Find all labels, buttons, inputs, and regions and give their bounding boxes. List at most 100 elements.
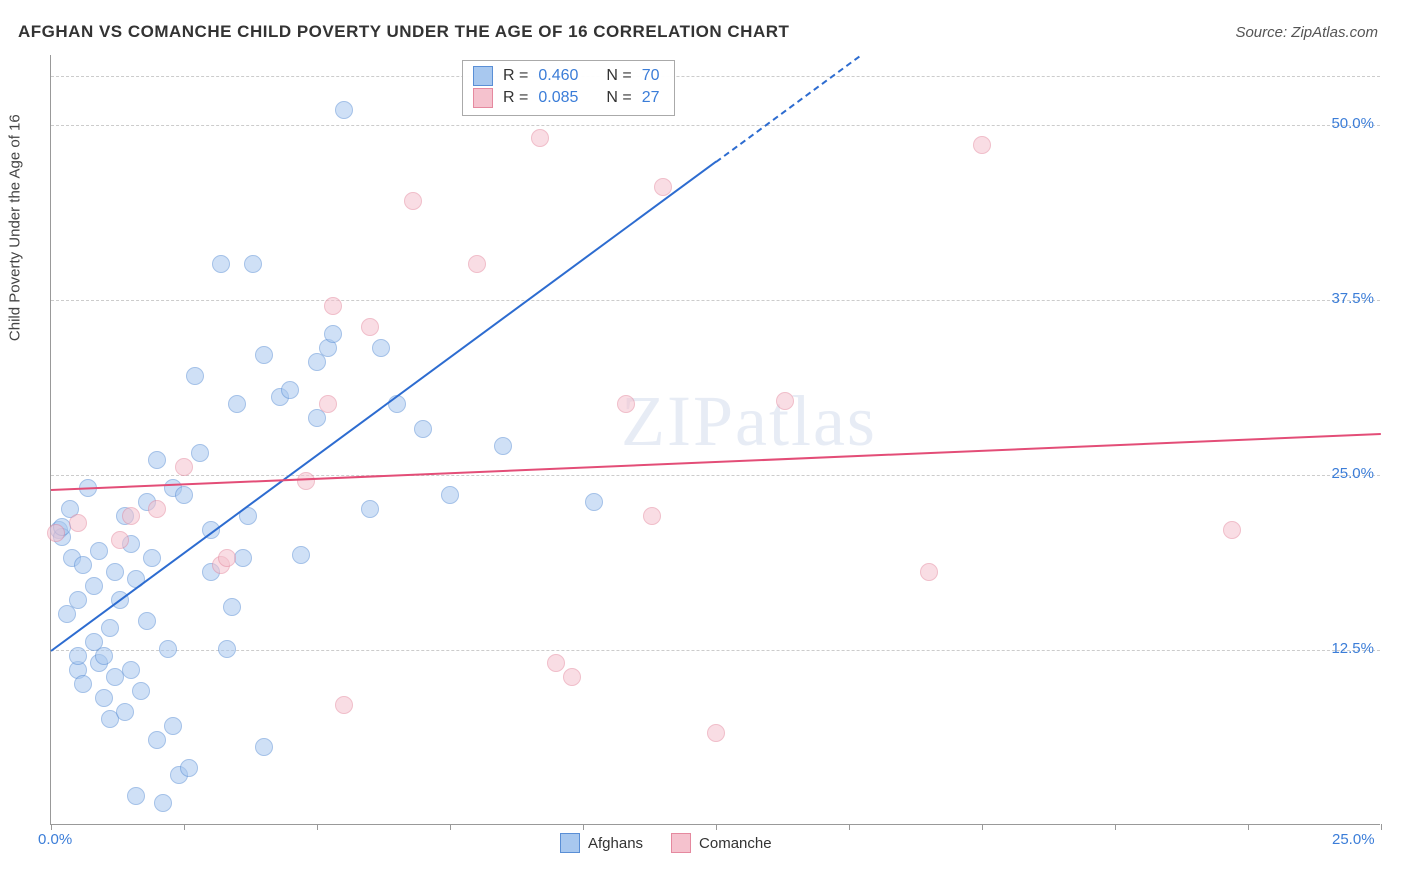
data-point [180, 759, 198, 777]
data-point [292, 546, 310, 564]
stat-label-R: R = [503, 67, 528, 85]
data-point [361, 318, 379, 336]
x-tick [450, 824, 451, 830]
data-point [74, 556, 92, 574]
data-point [372, 339, 390, 357]
data-point [361, 500, 379, 518]
x-axis-end-label: 25.0% [1332, 831, 1375, 848]
data-point [127, 570, 145, 588]
legend-bottom: Afghans Comanche [560, 833, 772, 853]
data-point [47, 524, 65, 542]
stat-value-N: 27 [642, 89, 660, 107]
x-tick [982, 824, 983, 830]
data-point [234, 549, 252, 567]
source-attribution: Source: ZipAtlas.com [1235, 24, 1378, 41]
data-point [148, 451, 166, 469]
data-point [281, 381, 299, 399]
data-point [148, 500, 166, 518]
data-point [228, 395, 246, 413]
plot-area: ZIPatlas [50, 55, 1380, 825]
trend-line [51, 433, 1381, 491]
stats-row: R =0.085N =27 [473, 87, 660, 109]
data-point [101, 619, 119, 637]
data-point [132, 682, 150, 700]
data-point [617, 395, 635, 413]
data-point [255, 346, 273, 364]
data-point [154, 794, 172, 812]
data-point [127, 787, 145, 805]
data-point [95, 647, 113, 665]
stats-row: R =0.460N =70 [473, 65, 660, 87]
data-point [654, 178, 672, 196]
x-axis-origin-label: 0.0% [38, 831, 72, 848]
data-point [143, 549, 161, 567]
stat-label-R: R = [503, 89, 528, 107]
data-point [69, 514, 87, 532]
data-point [297, 472, 315, 490]
y-tick-label: 50.0% [1314, 115, 1374, 132]
legend-item: Comanche [671, 833, 772, 853]
data-point [441, 486, 459, 504]
x-tick [1248, 824, 1249, 830]
chart-title: AFGHAN VS COMANCHE CHILD POVERTY UNDER T… [18, 22, 789, 42]
data-point [563, 668, 581, 686]
data-point [159, 640, 177, 658]
data-point [494, 437, 512, 455]
gridline-h [51, 475, 1380, 476]
data-point [90, 542, 108, 560]
gridline-h [51, 76, 1380, 77]
x-tick [1115, 824, 1116, 830]
stat-label-N: N = [606, 67, 631, 85]
data-point [164, 717, 182, 735]
data-point [404, 192, 422, 210]
data-point [335, 696, 353, 714]
y-tick-label: 37.5% [1314, 290, 1374, 307]
y-tick-label: 12.5% [1314, 640, 1374, 657]
data-point [186, 367, 204, 385]
data-point [116, 703, 134, 721]
data-point [973, 136, 991, 154]
data-point [212, 255, 230, 273]
data-point [106, 563, 124, 581]
data-point [122, 507, 140, 525]
x-tick [1381, 824, 1382, 830]
x-tick [583, 824, 584, 830]
watermark: ZIPatlas [621, 380, 877, 463]
stat-value-R: 0.085 [538, 89, 578, 107]
data-point [643, 507, 661, 525]
trend-line [715, 55, 860, 162]
series-swatch [473, 88, 493, 108]
data-point [585, 493, 603, 511]
data-point [111, 531, 129, 549]
chart-container: AFGHAN VS COMANCHE CHILD POVERTY UNDER T… [0, 0, 1406, 892]
gridline-h [51, 125, 1380, 126]
data-point [69, 647, 87, 665]
data-point [223, 598, 241, 616]
x-tick [184, 824, 185, 830]
series-swatch [473, 66, 493, 86]
data-point [74, 675, 92, 693]
data-point [335, 101, 353, 119]
legend-item: Afghans [560, 833, 643, 853]
data-point [218, 549, 236, 567]
x-tick [849, 824, 850, 830]
gridline-h [51, 300, 1380, 301]
data-point [414, 420, 432, 438]
data-point [191, 444, 209, 462]
data-point [255, 738, 273, 756]
data-point [547, 654, 565, 672]
data-point [1223, 521, 1241, 539]
data-point [69, 591, 87, 609]
data-point [85, 577, 103, 595]
y-tick-label: 25.0% [1314, 465, 1374, 482]
legend-label: Comanche [699, 835, 772, 852]
data-point [707, 724, 725, 742]
stat-value-N: 70 [642, 67, 660, 85]
data-point [324, 325, 342, 343]
data-point [920, 563, 938, 581]
data-point [218, 640, 236, 658]
data-point [95, 689, 113, 707]
data-point [531, 129, 549, 147]
y-axis-label: Child Poverty Under the Age of 16 [7, 114, 24, 341]
data-point [324, 297, 342, 315]
